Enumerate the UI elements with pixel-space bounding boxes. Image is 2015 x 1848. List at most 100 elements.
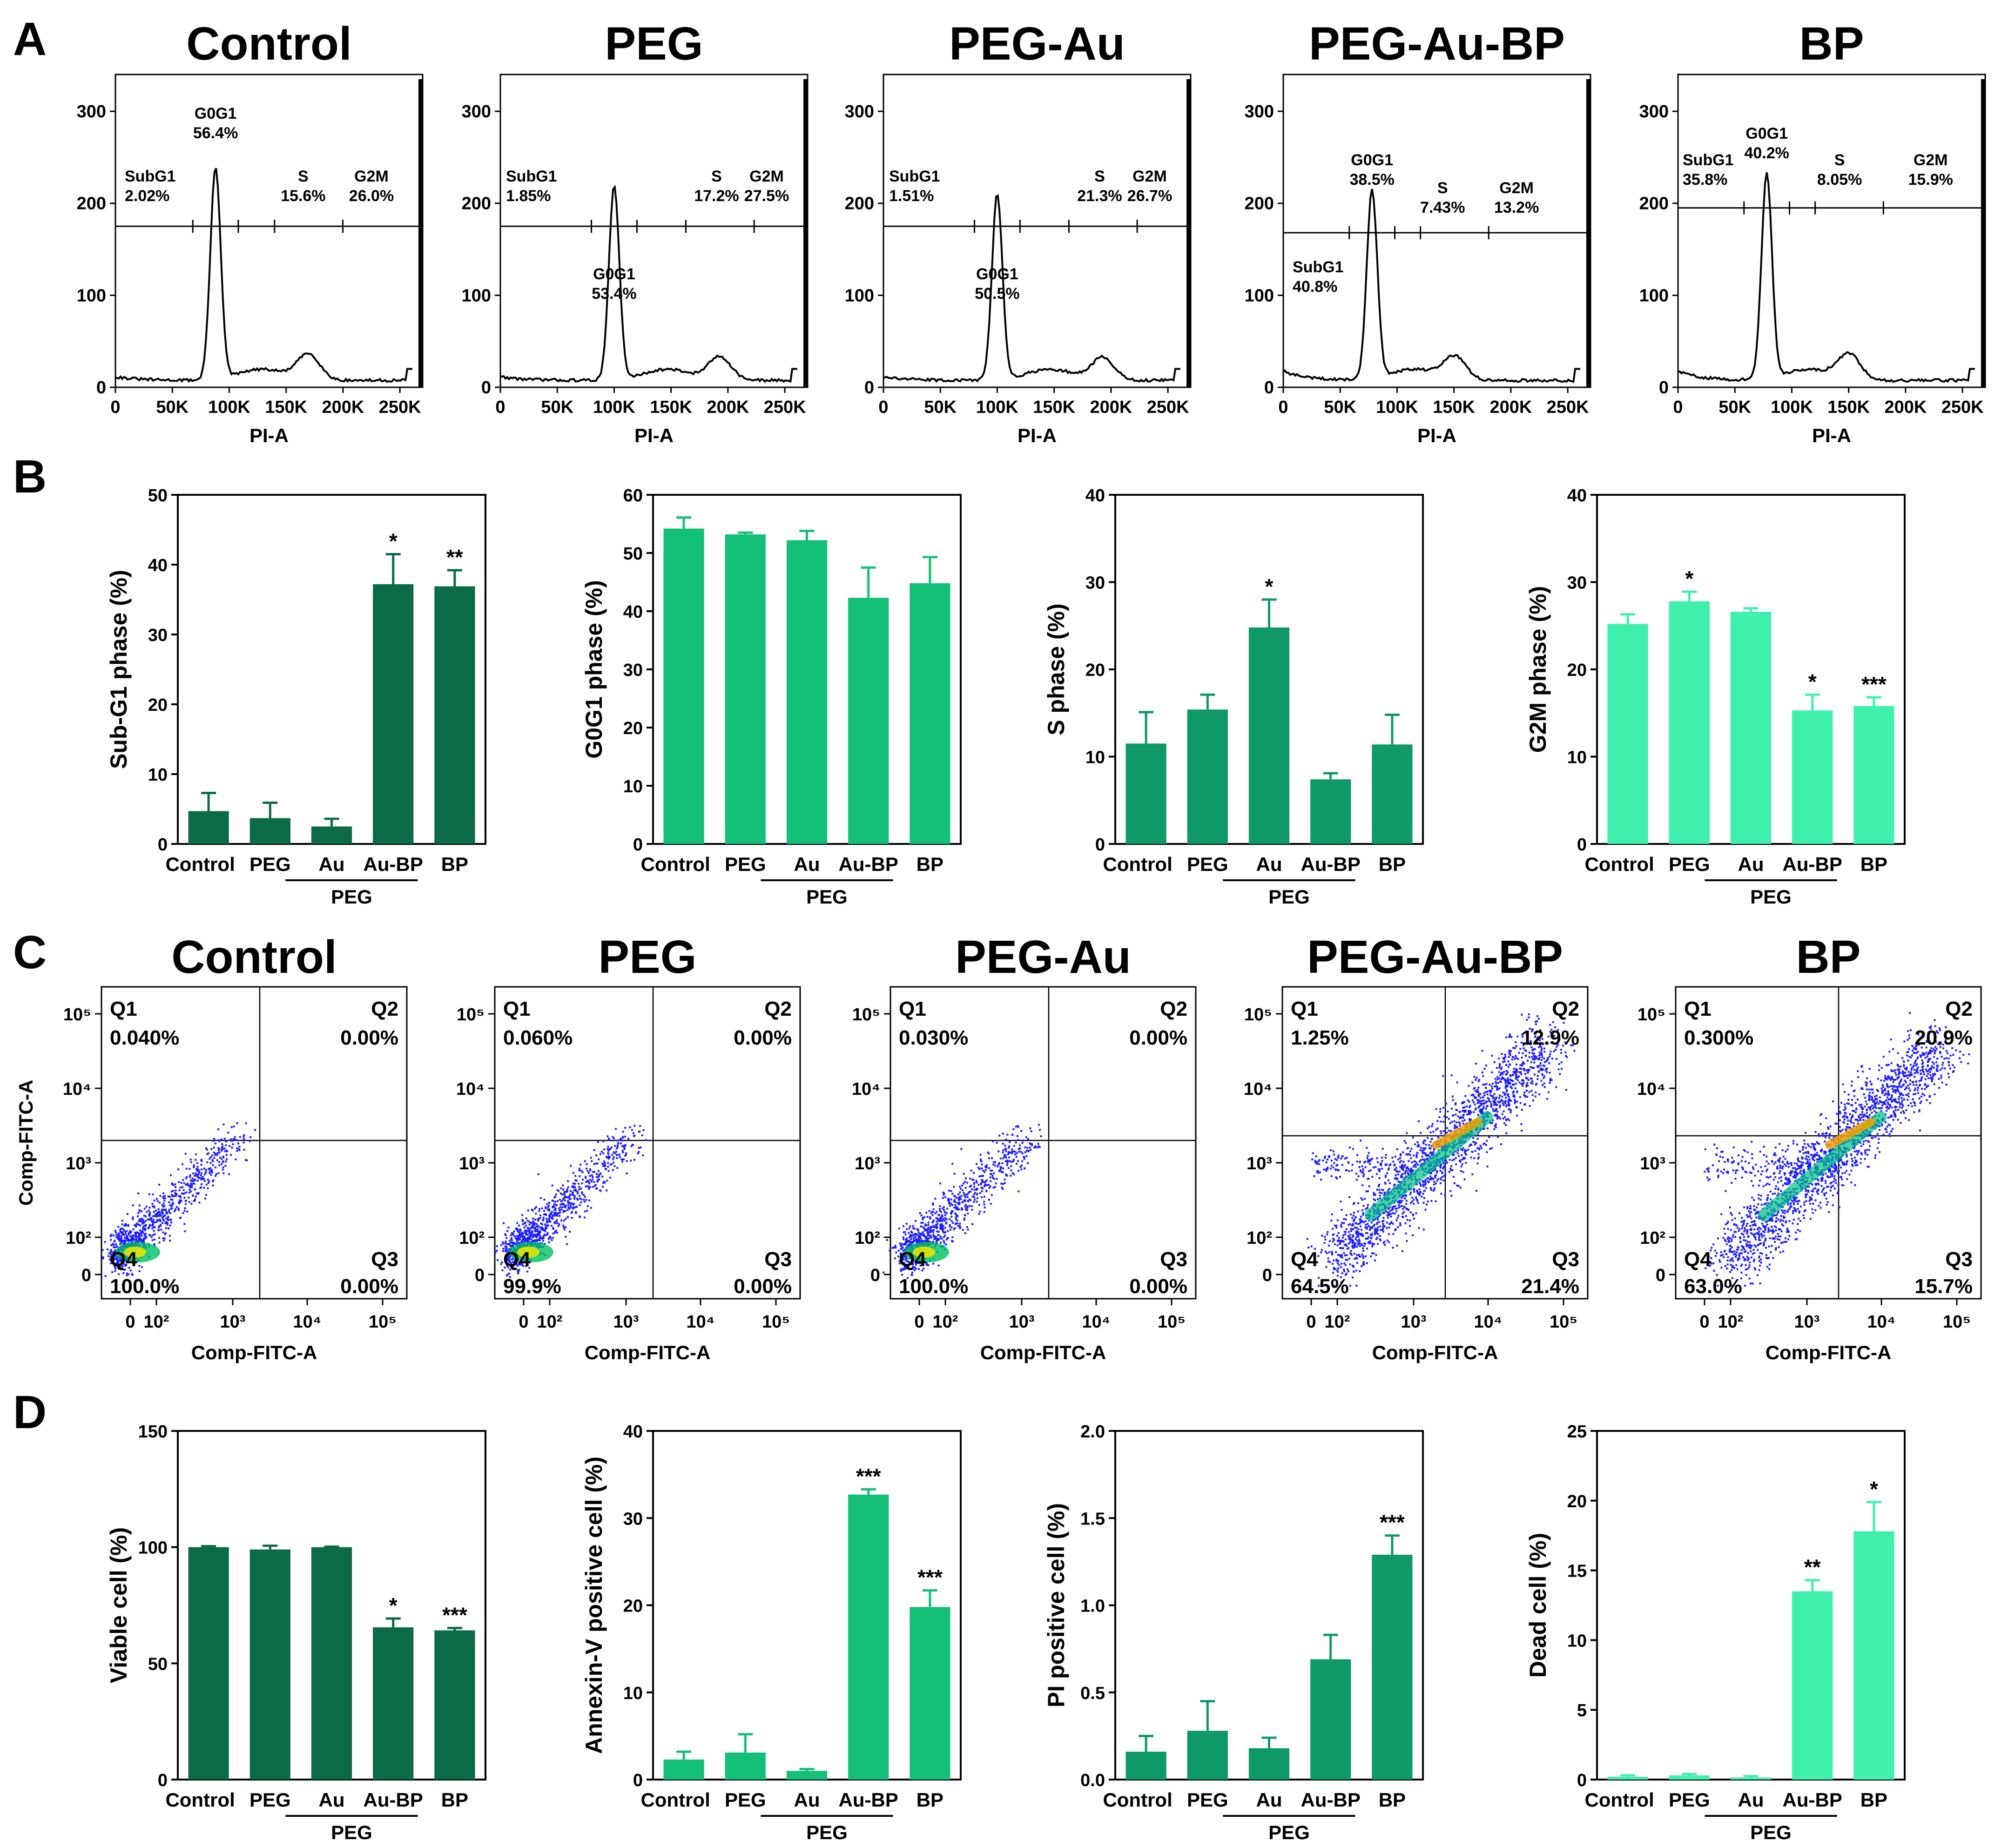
event-dot	[502, 1250, 504, 1252]
event-dot	[168, 1210, 170, 1213]
event-dot	[943, 1220, 946, 1222]
event-dot	[159, 1213, 162, 1215]
event-dot	[131, 1237, 134, 1240]
plot-frame	[115, 74, 424, 388]
event-dot	[1516, 1091, 1518, 1093]
y-tick-label: 300	[1639, 102, 1669, 121]
event-dot	[1369, 1228, 1371, 1231]
event-dot	[1520, 1083, 1523, 1085]
event-dot	[1427, 1158, 1429, 1160]
event-dot	[572, 1172, 574, 1174]
y-tick-label: 0	[870, 1266, 880, 1285]
event-dot	[1425, 1203, 1428, 1206]
event-dot	[1467, 1099, 1469, 1101]
event-dot	[1006, 1160, 1009, 1162]
event-dot	[231, 1140, 233, 1142]
event-dot	[171, 1182, 174, 1185]
event-dot	[162, 1213, 164, 1215]
event-dot	[898, 1260, 901, 1262]
event-dot	[121, 1228, 124, 1230]
event-dot	[1530, 1043, 1532, 1045]
event-dot	[222, 1123, 225, 1126]
event-dot	[149, 1224, 151, 1227]
event-dot	[1477, 1131, 1480, 1133]
event-dot	[1475, 1063, 1477, 1065]
event-dot	[1436, 1127, 1439, 1130]
event-dot	[950, 1226, 953, 1228]
event-dot	[209, 1167, 211, 1169]
event-dot	[183, 1210, 186, 1212]
event-dot	[911, 1274, 913, 1276]
event-dot	[1008, 1145, 1011, 1147]
gate-value: 50.5%	[975, 285, 1019, 303]
x-axis-label: Comp-FITC-A	[191, 1342, 317, 1363]
event-dot	[539, 1232, 541, 1234]
event-dot	[243, 1138, 245, 1140]
event-dot	[998, 1134, 1001, 1137]
event-dot	[609, 1176, 611, 1179]
y-tick-label: 10⁵	[63, 1005, 91, 1025]
event-dot	[903, 1262, 905, 1264]
event-dot	[1526, 1043, 1529, 1045]
event-dot	[1560, 1061, 1563, 1064]
event-dot	[938, 1220, 940, 1222]
event-dot	[1537, 1037, 1538, 1039]
event-dot	[1360, 1197, 1362, 1200]
event-dot	[1402, 1195, 1404, 1198]
event-dot	[1412, 1166, 1415, 1168]
event-dot	[1459, 1187, 1462, 1189]
quadrant-value-q2: 0.00%	[1129, 1026, 1187, 1049]
event-dot	[518, 1261, 520, 1264]
event-dot	[971, 1208, 973, 1211]
y-tick-label: 0	[1659, 378, 1669, 398]
event-dot	[584, 1210, 586, 1213]
event-dot	[903, 1253, 905, 1255]
event-dot	[564, 1199, 566, 1201]
event-dot	[600, 1153, 601, 1155]
event-dot	[520, 1233, 523, 1235]
event-dot	[953, 1207, 956, 1209]
event-dot	[1525, 1050, 1527, 1052]
event-dot	[579, 1167, 581, 1170]
event-dot	[1406, 1200, 1408, 1202]
event-dot	[154, 1226, 156, 1228]
gate-value: 26.7%	[1127, 187, 1172, 205]
event-dot	[1560, 1052, 1562, 1054]
event-dot	[1019, 1144, 1021, 1147]
event-dot	[900, 1248, 902, 1250]
event-dot	[505, 1262, 507, 1264]
event-dot	[1422, 1158, 1424, 1160]
event-dot	[932, 1220, 935, 1222]
event-dot	[1428, 1147, 1430, 1149]
event-dot	[546, 1208, 549, 1211]
event-dot	[156, 1213, 159, 1215]
event-dot	[1415, 1154, 1418, 1156]
event-dot	[525, 1217, 527, 1220]
event-dot	[1423, 1197, 1425, 1199]
event-dot	[1395, 1228, 1397, 1230]
event-dot	[1502, 1100, 1504, 1102]
event-dot	[1380, 1164, 1382, 1167]
event-dot	[1411, 1200, 1413, 1202]
event-dot	[924, 1223, 927, 1226]
event-dot	[1413, 1203, 1415, 1205]
event-dot	[1483, 1084, 1486, 1086]
event-dot	[953, 1186, 955, 1188]
event-dot	[604, 1162, 606, 1164]
event-dot	[1540, 1079, 1543, 1082]
x-tick-label: 200K	[1090, 398, 1132, 417]
event-dot	[1430, 1200, 1433, 1202]
event-dot	[1491, 1071, 1493, 1073]
event-dot	[1320, 1251, 1322, 1254]
panel-letter-d: D	[13, 1386, 47, 1438]
quadrant-label-q2: Q2	[1160, 998, 1187, 1020]
event-dot	[1503, 1071, 1505, 1073]
event-dot	[915, 1238, 917, 1240]
event-dot	[200, 1172, 202, 1174]
event-dot	[1468, 1100, 1470, 1103]
group-label: PEG	[1750, 886, 1792, 908]
event-dot	[1460, 1116, 1462, 1118]
event-dot	[903, 1268, 905, 1270]
event-dot	[512, 1258, 514, 1260]
